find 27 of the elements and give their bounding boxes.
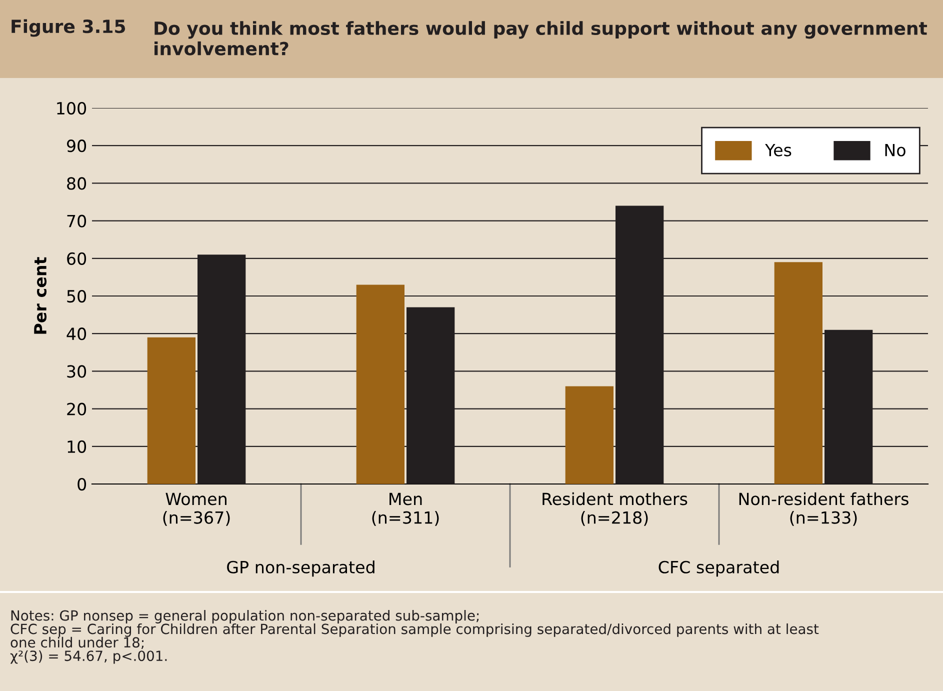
y-tick-label: 90 [66,140,86,152]
x-tick-label: Women (n=367) [163,492,230,526]
y-tick-label: 0 [78,478,86,491]
x-tick-label: Resident mothers (n=218) [542,492,688,526]
y-axis-title: Per cent [34,257,47,334]
y-tick-label: 50 [67,290,86,303]
y-tick-label: 40 [66,328,86,340]
text: GP non-separated [227,560,374,577]
y-tick-label: 10 [68,440,86,453]
chart-subtitle: Do you think most fathers would pay child support without any government involvement? [154,21,928,56]
y-tick-label: 20 [67,402,86,416]
y-tick-label: 100 [57,102,86,115]
bar [565,386,614,484]
chart-title: Figure 3.15 [12,19,126,37]
y-tick-label: 30 [67,365,86,378]
y-tick-label: 70 [67,214,86,228]
bar [147,337,196,484]
text: CFC separated [658,560,779,577]
text: Notes: GP nonsep = general population non-separated sub-sample; CFC sep = Caring for Children after Parental Separation sample comprising separated/divorced parents with at least one child under 18; χ²(3) = 54.67, p<.001. [10,610,819,664]
legend-label: No [885,144,906,156]
legend-label: Yes [765,144,792,156]
y-tick-label: 60 [67,252,86,265]
x-tick-label: Men (n=311) [372,492,439,526]
bar [774,262,822,484]
x-tick-label: Non-resident fathers (n=133) [739,492,908,526]
y-tick-label: 80 [67,177,86,190]
bar [356,284,404,484]
